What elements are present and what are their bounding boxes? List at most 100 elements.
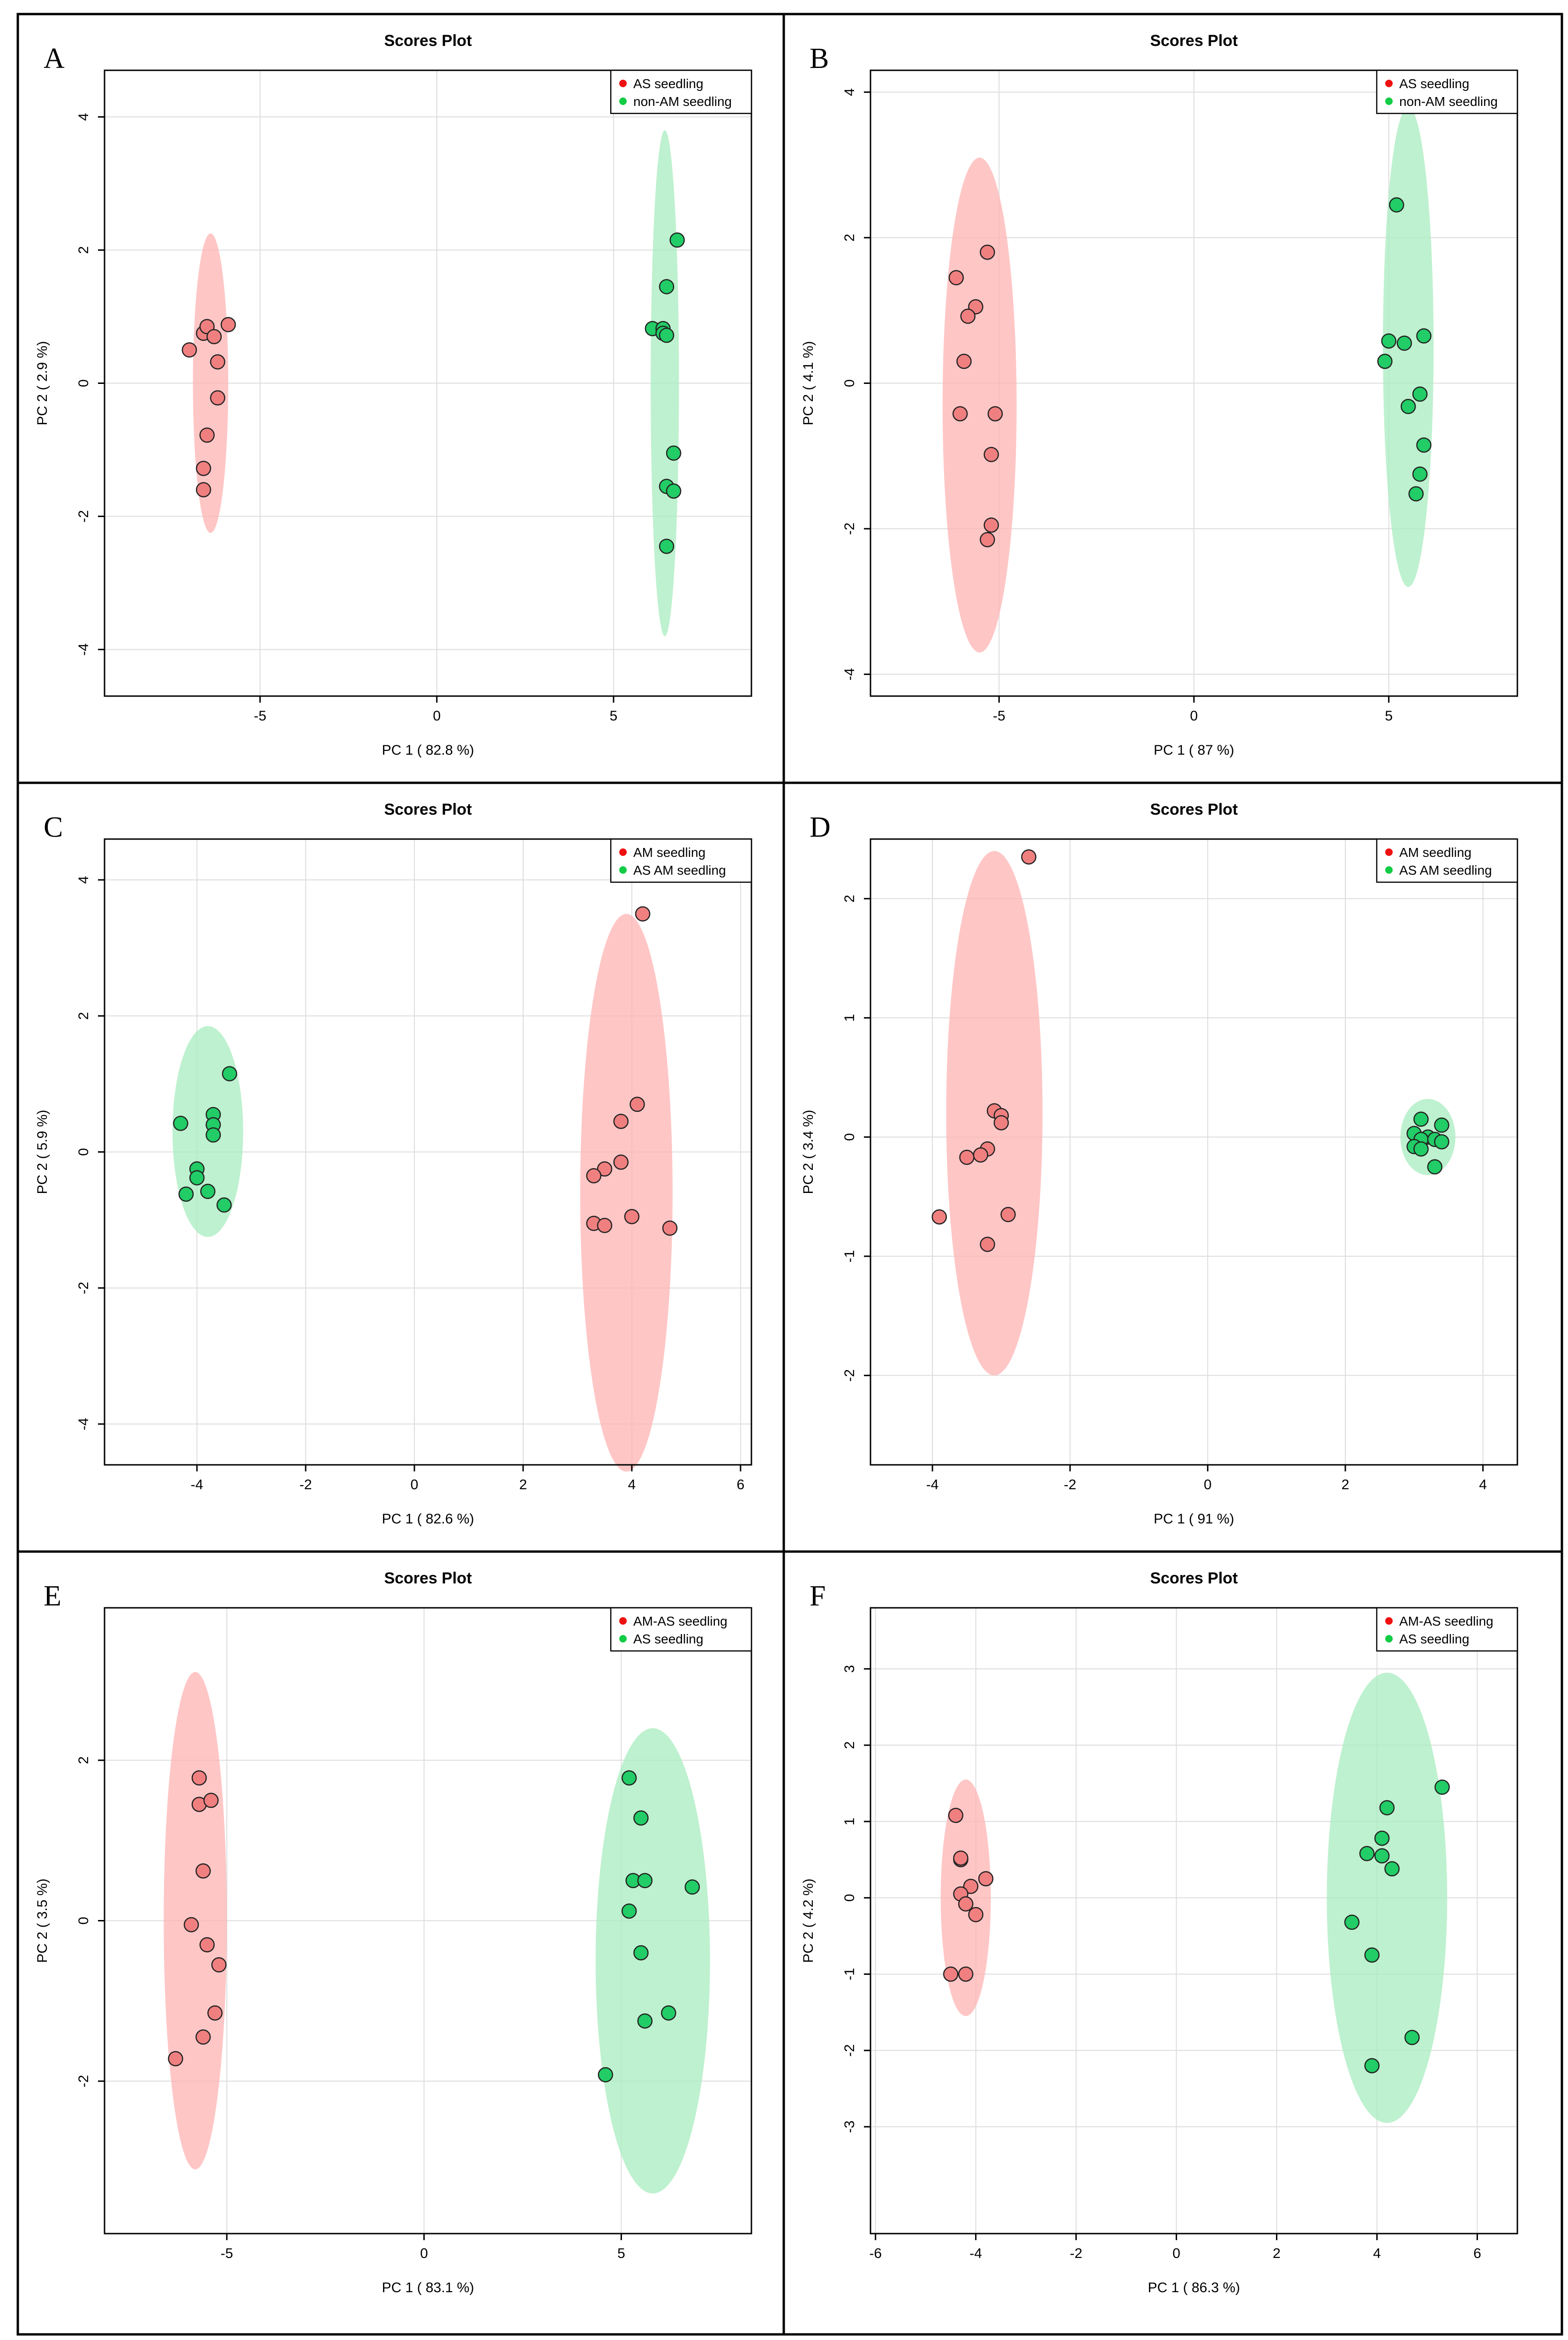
- y-tick-label: 1: [842, 1818, 857, 1826]
- chart-title: Scores Plot: [384, 801, 472, 818]
- score-point: [661, 2005, 676, 2021]
- score-point: [952, 406, 968, 421]
- y-tick-label: 0: [76, 379, 91, 387]
- y-tick-label: 0: [842, 1133, 857, 1141]
- score-point: [1377, 353, 1393, 369]
- chart-title: Scores Plot: [1150, 32, 1238, 50]
- legend-box: [1376, 1607, 1518, 1652]
- legend-box: [1376, 838, 1518, 883]
- legend-marker: [1385, 866, 1393, 874]
- legend-label: AS AM seedling: [633, 863, 726, 878]
- score-point: [1434, 1118, 1449, 1133]
- y-axis-label: PC 2 ( 3.5 %): [35, 1878, 50, 1963]
- y-tick-label: 2: [842, 895, 857, 903]
- legend-marker: [1385, 80, 1393, 87]
- scores-plot-panel-C: C Scores Plot -4 -2 0 2 4 6 -4 -2 0 2 4 PC 1 ( 82.6 %…: [35, 801, 752, 1527]
- score-point: [195, 1863, 211, 1879]
- x-tick-label: -6: [869, 2246, 882, 2261]
- legend-label: AS seedling: [1399, 1632, 1469, 1646]
- legend-label: non-AM seedling: [1399, 94, 1498, 109]
- score-point: [1364, 1947, 1380, 1963]
- y-tick-label: 0: [76, 1917, 91, 1925]
- scores-plot-panel-E: E Scores Plot -5 0 5 -2 0 2 PC 1 ( 83.1 %) PC 2 (…: [35, 1569, 752, 2295]
- score-point: [597, 1217, 613, 1233]
- x-tick-label: 0: [1204, 1477, 1212, 1492]
- legend-box: [610, 838, 752, 883]
- x-tick-label: 6: [1473, 2246, 1481, 2261]
- score-point: [168, 2051, 183, 2067]
- x-tick-label: 0: [411, 1477, 419, 1492]
- score-point: [943, 1966, 959, 1982]
- score-point: [1021, 849, 1036, 865]
- y-tick-label: 1: [842, 1014, 857, 1022]
- panel-letter: D: [810, 811, 831, 843]
- score-point: [1396, 335, 1412, 351]
- y-tick-label: 2: [842, 234, 857, 242]
- score-point: [613, 1155, 629, 1170]
- score-point: [178, 1186, 194, 1202]
- y-axis-label: PC 2 ( 4.1 %): [801, 341, 816, 425]
- score-point: [980, 532, 995, 548]
- y-tick-label: 0: [76, 1148, 91, 1156]
- y-tick-label: -2: [842, 2044, 857, 2057]
- chart-title: Scores Plot: [384, 32, 472, 50]
- legend-marker: [619, 848, 627, 856]
- score-point: [973, 1147, 989, 1163]
- x-tick-label: -2: [1070, 2246, 1082, 2261]
- score-point: [199, 1937, 215, 1953]
- chart-title: Scores Plot: [1150, 801, 1238, 818]
- score-point: [953, 1850, 968, 1866]
- x-axis-label: PC 1 ( 82.8 %): [382, 742, 474, 758]
- score-point: [1412, 466, 1428, 482]
- x-tick-label: 2: [1342, 1477, 1350, 1492]
- score-point: [1374, 1848, 1390, 1864]
- confidence-ellipse: [580, 914, 673, 1472]
- y-axis-label: PC 2 ( 2.9 %): [35, 341, 50, 425]
- x-axis-label: PC 1 ( 82.6 %): [382, 1511, 474, 1527]
- legend-box: [610, 69, 752, 114]
- y-axis-label: PC 2 ( 4.2 %): [801, 1878, 816, 1963]
- score-point: [598, 2067, 613, 2083]
- panel-letter: F: [810, 1580, 825, 1612]
- x-tick-label: -2: [1064, 1477, 1076, 1492]
- score-point: [183, 1917, 199, 1933]
- score-point: [684, 1879, 700, 1895]
- score-point: [189, 1170, 205, 1185]
- x-tick-label: 5: [610, 708, 618, 724]
- y-tick-label: -1: [842, 1968, 857, 1980]
- y-tick-label: 4: [76, 113, 91, 121]
- x-tick-label: -5: [254, 708, 266, 724]
- y-tick-label: 2: [76, 1012, 91, 1020]
- x-tick-label: 5: [1385, 708, 1393, 724]
- score-point: [613, 1113, 629, 1129]
- x-tick-label: -5: [221, 2246, 233, 2261]
- score-point: [1374, 1830, 1390, 1846]
- legend-marker: [619, 80, 627, 87]
- legend-marker: [1385, 1617, 1393, 1625]
- y-tick-label: -2: [76, 510, 91, 523]
- score-point: [633, 1945, 649, 1961]
- score-point: [659, 539, 675, 554]
- score-point: [1364, 2058, 1380, 2074]
- score-point: [207, 2005, 223, 2021]
- confidence-ellipse: [595, 1728, 710, 2194]
- score-point: [1404, 2030, 1420, 2045]
- score-point: [958, 1896, 974, 1912]
- score-point: [669, 232, 685, 248]
- score-point: [173, 1116, 188, 1131]
- score-point: [983, 517, 999, 533]
- confidence-ellipse: [1327, 1672, 1448, 2123]
- chart-title: Scores Plot: [384, 1569, 472, 1587]
- legend-label: AS AM seedling: [1399, 863, 1492, 878]
- score-point: [958, 1966, 974, 1982]
- confidence-ellipse: [942, 158, 1017, 652]
- x-axis-label: PC 1 ( 87 %): [1154, 742, 1234, 758]
- legend-label: AM-AS seedling: [1399, 1614, 1493, 1628]
- x-tick-label: 2: [1273, 2246, 1281, 2261]
- score-point: [195, 461, 211, 476]
- score-point: [1413, 1111, 1429, 1127]
- score-point: [1413, 1141, 1429, 1157]
- legend-label: AS seedling: [1399, 76, 1469, 91]
- legend-marker: [619, 98, 627, 105]
- y-tick-label: 0: [842, 1894, 857, 1902]
